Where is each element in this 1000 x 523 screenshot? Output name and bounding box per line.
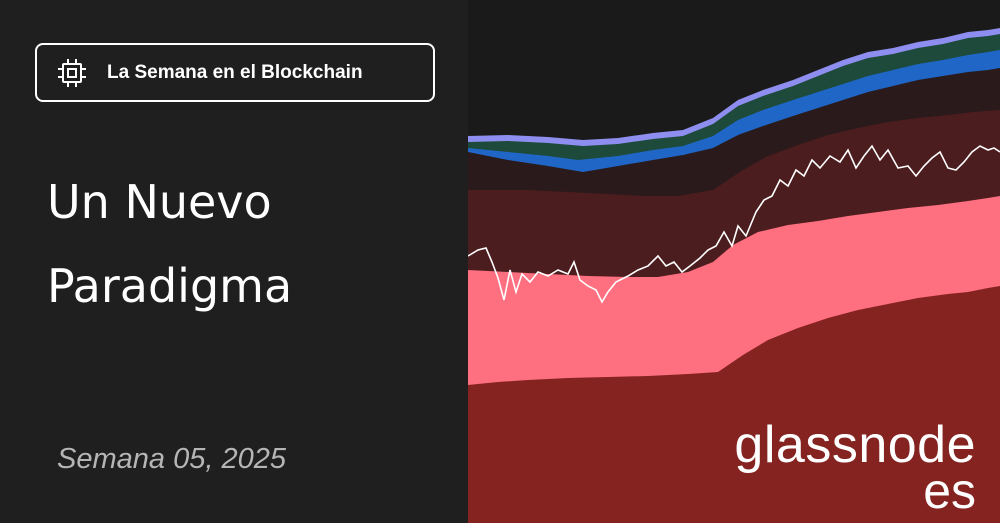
week-label: Semana 05, 2025 — [57, 443, 286, 475]
page-title: Un Nuevo Paradigma — [47, 160, 447, 328]
chart-artwork — [467, 0, 1000, 523]
title-line-1: Un Nuevo — [47, 175, 272, 229]
brand-name: glassnode — [734, 416, 976, 474]
stacked-area-illustration — [467, 28, 1000, 523]
title-line-2: Paradigma — [47, 259, 293, 313]
brand-logo: glassnode es — [734, 416, 976, 519]
chip-icon — [58, 58, 86, 87]
series-badge: La Semana en el Blockchain — [35, 43, 435, 102]
brand-sub: es — [923, 463, 976, 519]
band-dark-red — [468, 286, 1000, 523]
price-line — [467, 144, 1000, 304]
series-badge-label: La Semana en el Blockchain — [107, 61, 363, 83]
